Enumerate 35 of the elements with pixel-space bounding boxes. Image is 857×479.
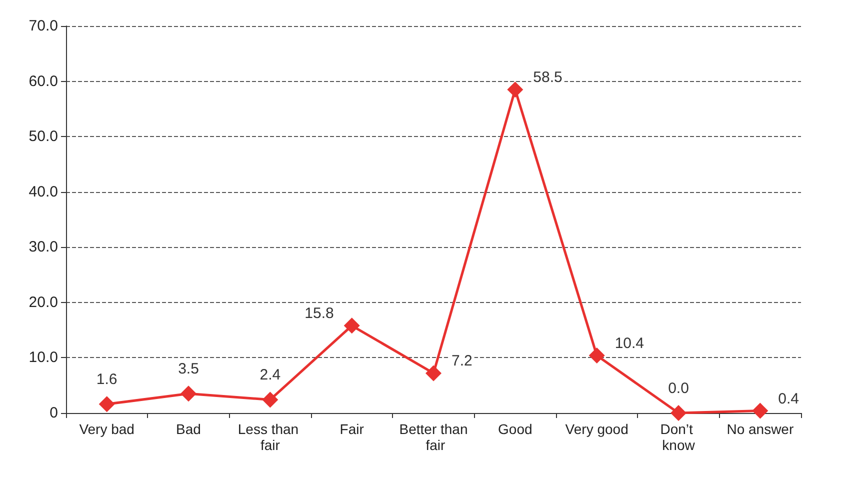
y-tick-label: 50.0: [28, 128, 58, 146]
x-tick-label: Better than fair: [399, 421, 468, 453]
y-tick-label: 20.0: [28, 294, 58, 311]
x-tick-label: Good: [498, 421, 532, 437]
x-tick-label: Less than fair: [238, 421, 302, 453]
y-tick-label: 40.0: [28, 183, 58, 200]
data-label: 0.0: [668, 380, 689, 397]
point: [98, 396, 115, 412]
data-label: 0.4: [778, 390, 800, 408]
y-tick-label: 70.0: [28, 18, 58, 34]
data-label: 1.6: [96, 371, 118, 388]
y-tick-label: 60.0: [28, 72, 58, 90]
data-label: 15.8: [304, 305, 334, 322]
point: [752, 402, 768, 419]
data-label: 3.5: [178, 360, 199, 378]
point: [344, 318, 360, 334]
data-label: 58.5: [533, 69, 562, 86]
data-label: 10.4: [614, 335, 644, 352]
y-tick-label: 30.0: [28, 238, 58, 256]
x-tick-label: Very bad: [79, 421, 134, 437]
data-label: 2.4: [260, 366, 281, 384]
y-tick-label: 10.0: [28, 349, 58, 366]
point: [180, 386, 196, 402]
point: [262, 392, 278, 408]
point: [426, 365, 442, 382]
x-tick-label: No answer: [726, 421, 794, 437]
y-tick-label: 0: [50, 404, 58, 422]
x-tick-label: Don’t know: [660, 421, 697, 453]
data-label: 7.2: [452, 352, 472, 370]
point: [507, 82, 524, 98]
x-tick-label: Fair: [340, 421, 364, 437]
point: [588, 348, 605, 364]
x-tick-label: Bad: [176, 421, 201, 437]
point: [670, 405, 686, 421]
x-tick-label: Very good: [565, 421, 628, 437]
